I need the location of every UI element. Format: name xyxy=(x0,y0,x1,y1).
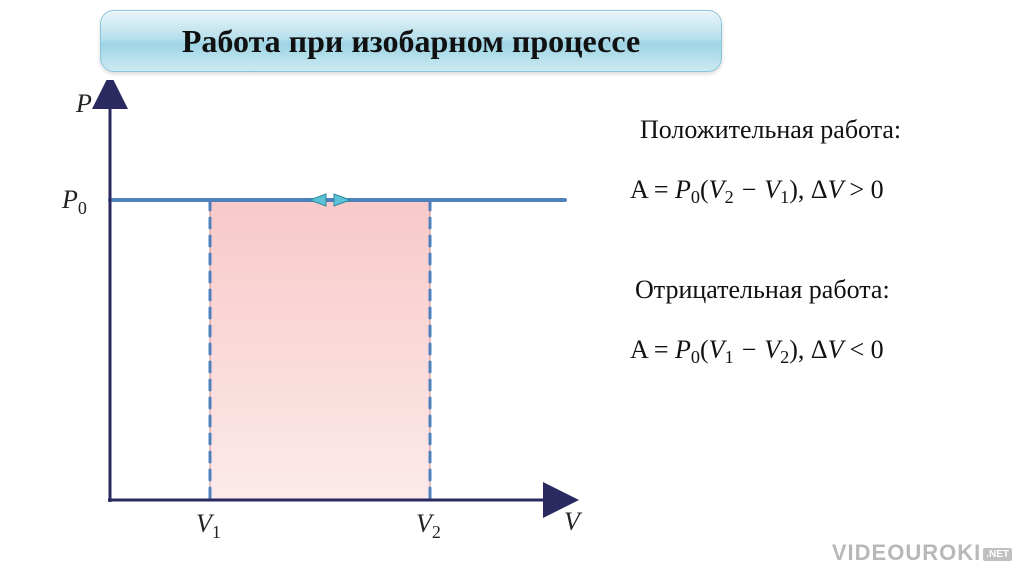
positive-work-label: Положительная работа: xyxy=(640,115,901,145)
title-box: Работа при изобарном процессе xyxy=(100,10,722,72)
pv-chart: P V P0 V1 V2 xyxy=(30,80,590,550)
watermark-badge: .NET xyxy=(983,548,1012,561)
svg-text:P: P xyxy=(75,89,92,118)
negative-work-label: Отрицательная работа: xyxy=(635,275,890,305)
svg-text:V1: V1 xyxy=(196,509,221,542)
pv-svg: P V P0 V1 V2 xyxy=(30,80,590,550)
svg-text:V2: V2 xyxy=(416,509,441,542)
watermark: VIDEOUROKI.NET xyxy=(832,540,1012,566)
positive-work-formula: A = P0(V2 − V1), ΔV > 0 xyxy=(630,175,884,208)
negative-work-formula: A = P0(V1 − V2), ΔV < 0 xyxy=(630,335,884,368)
svg-text:P0: P0 xyxy=(61,185,87,218)
slide-title: Работа при изобарном процессе xyxy=(182,23,640,60)
svg-text:V: V xyxy=(564,507,583,536)
watermark-text: VIDEOUROKI xyxy=(832,540,981,565)
